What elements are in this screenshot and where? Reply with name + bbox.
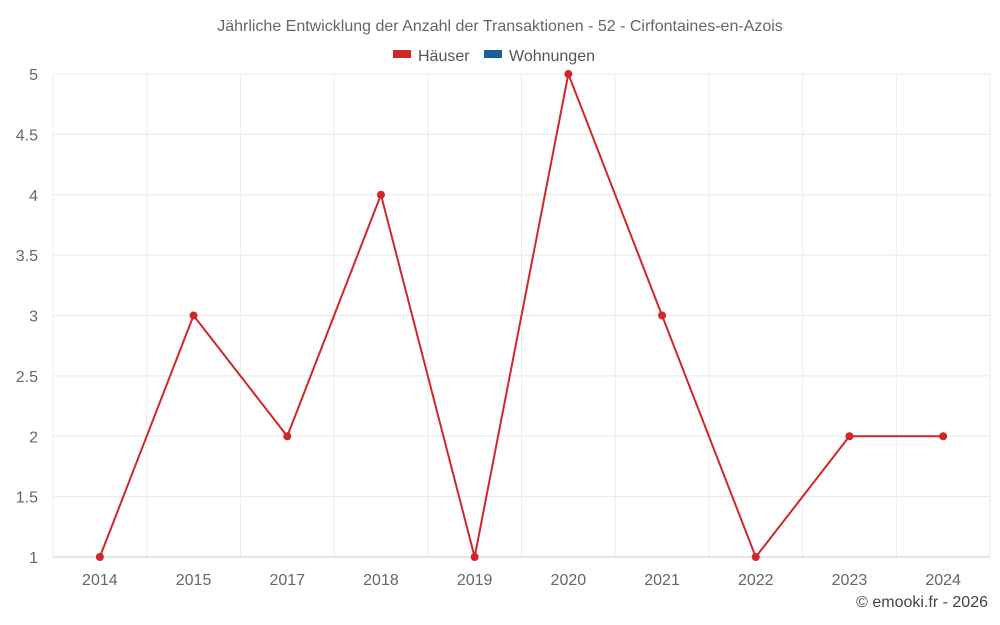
y-tick-label: 1 xyxy=(29,550,38,567)
x-tick-label: 2018 xyxy=(363,572,399,589)
data-point-2021[interactable] xyxy=(658,311,667,320)
data-point-2022[interactable] xyxy=(751,553,760,561)
chart-title: Jährliche Entwicklung der Anzahl der Tra… xyxy=(217,18,783,35)
legend-item-haeuser[interactable]: Häuser xyxy=(393,48,470,65)
x-tick-label: 2014 xyxy=(82,572,118,589)
y-tick-label: 1.5 xyxy=(16,490,38,507)
y-tick-label: 4.5 xyxy=(16,127,38,144)
legend: Häuser Wohnungen xyxy=(393,48,595,65)
x-tick-label: 2020 xyxy=(551,572,587,589)
data-point-2015[interactable] xyxy=(189,311,198,320)
legend-swatch-haeuser xyxy=(393,50,411,58)
y-tick-label: 2 xyxy=(29,429,38,446)
legend-label-haeuser: Häuser xyxy=(418,48,470,65)
x-tick-label: 2022 xyxy=(738,572,774,589)
footer-credit: © emooki.fr - 2026 xyxy=(856,594,988,611)
y-axis-ticks: 1 1.5 2 2.5 3 3.5 4 4.5 5 xyxy=(16,67,38,567)
x-tick-label: 2017 xyxy=(269,572,305,589)
x-tick-label: 2015 xyxy=(176,572,212,589)
data-point-2018[interactable] xyxy=(376,190,385,199)
x-tick-label: 2023 xyxy=(832,572,868,589)
x-axis-ticks: 2014 2015 2017 2018 2019 2020 2021 2022 2023 2024 xyxy=(82,572,961,589)
legend-item-wohnungen[interactable]: Wohnungen xyxy=(484,48,595,65)
data-point-2014[interactable] xyxy=(95,553,104,561)
y-tick-label: 3 xyxy=(29,309,38,326)
x-tick-label: 2019 xyxy=(457,572,493,589)
data-point-2017[interactable] xyxy=(283,432,292,441)
data-point-2024[interactable] xyxy=(939,432,948,441)
legend-label-wohnungen: Wohnungen xyxy=(509,48,595,65)
y-tick-label: 3.5 xyxy=(16,248,38,265)
data-point-2020[interactable] xyxy=(564,70,573,78)
y-tick-label: 5 xyxy=(29,67,38,84)
x-tick-label: 2021 xyxy=(644,572,680,589)
series-haeuser xyxy=(95,70,948,561)
series-line-haeuser xyxy=(98,73,944,558)
y-tick-label: 2.5 xyxy=(16,369,38,386)
data-point-2023[interactable] xyxy=(845,432,854,441)
legend-swatch-wohnungen xyxy=(484,50,502,58)
y-tick-label: 4 xyxy=(29,188,38,205)
x-tick-label: 2024 xyxy=(925,572,961,589)
data-point-2019[interactable] xyxy=(470,553,479,561)
